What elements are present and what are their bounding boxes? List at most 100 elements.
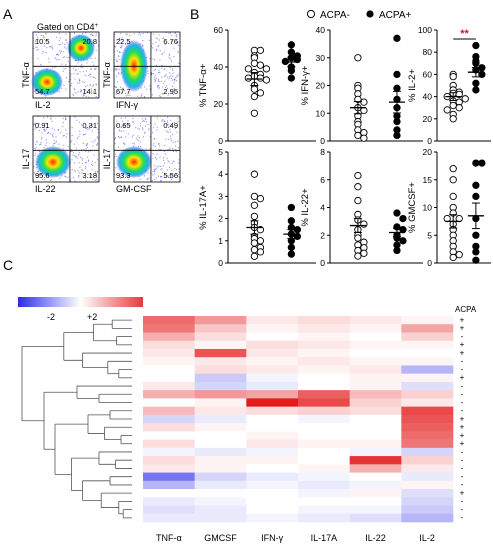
flow-event-dot [86, 91, 88, 93]
heatmap-cell [143, 456, 195, 465]
point-acpa-neg [256, 89, 265, 97]
flow-event-dot [65, 47, 67, 49]
point-acpa-neg [250, 239, 259, 247]
point-acpa-pos [472, 192, 480, 201]
flow-event-dot [161, 65, 163, 67]
heatmap-cell [194, 406, 247, 416]
flow-event-dot [162, 93, 164, 95]
flow-event-dot [169, 66, 171, 69]
flow-event-dot [33, 129, 35, 131]
flow-x-label: IFN-γ [116, 100, 138, 110]
panel-label-b: B [190, 6, 199, 22]
flow-event-dot [97, 137, 99, 139]
flow-event-dot [97, 132, 99, 134]
point-acpa-neg [354, 131, 362, 140]
heatmap-cell [298, 489, 350, 498]
y-axis-label: % TNF-α+ [198, 63, 209, 107]
heatmap-cell [401, 431, 454, 440]
flow-event-dot [60, 44, 62, 46]
heatmap-cell [246, 497, 299, 506]
flow-event-dot [143, 132, 146, 134]
heatmap-cell [246, 472, 299, 482]
y-tick-label: 0 [218, 136, 223, 146]
flow-event-dot [55, 140, 58, 142]
flow-event-dot [45, 122, 47, 124]
flow-event-dot [54, 57, 56, 59]
heatmap-cell [298, 398, 350, 407]
heatmap-column-label: IL-2 [419, 533, 435, 543]
heatmap-cell [401, 464, 454, 473]
flow-event-dot [34, 122, 36, 124]
heatmap-cell [143, 324, 195, 333]
flow-event-dot [141, 93, 143, 95]
flow-event-dot [66, 56, 68, 58]
flow-event-dot [153, 77, 156, 79]
flow-event-dot [179, 33, 181, 36]
flow-event-dot [95, 33, 97, 35]
point-acpa-pos [393, 84, 401, 92]
flow-event-dot [162, 165, 165, 167]
flow-event-dot [48, 61, 50, 63]
heatmap-cell [194, 398, 247, 407]
flow-event-dot [149, 39, 151, 41]
flow-event-dot [119, 46, 122, 49]
flow-event-dot [98, 36, 100, 38]
point-acpa-neg [244, 74, 253, 82]
quadrant-value-top-right: 20.8 [82, 37, 97, 46]
flow-event-dot [71, 115, 73, 117]
flow-event-dot [74, 116, 76, 118]
flow-event-dot [114, 68, 116, 70]
flow-event-dot [149, 148, 151, 150]
point-acpa-neg [250, 192, 259, 201]
heatmap-cell [143, 316, 195, 325]
flow-event-dot [172, 72, 174, 74]
y-tick-label: 20 [214, 99, 224, 109]
flow-event-dot [61, 87, 63, 89]
flow-event-dot [177, 41, 179, 43]
flow-event-dot [77, 157, 79, 159]
flow-event-dot [152, 157, 154, 159]
heatmap-cell [246, 456, 299, 465]
flow-event-dot [178, 74, 180, 76]
heatmap-column-label: GMCSF [204, 533, 237, 543]
flow-event-dot [52, 144, 54, 146]
heatmap-cell [143, 513, 195, 523]
acpa-status: + [460, 315, 465, 324]
flow-event-dot [164, 153, 166, 155]
heatmap-cell [246, 447, 299, 457]
heatmap-cell [349, 480, 402, 490]
acpa-status: + [460, 340, 465, 349]
flow-event-dot [151, 73, 153, 75]
flow-event-dot [55, 142, 57, 144]
point-acpa-pos [472, 86, 480, 94]
point-acpa-neg [449, 101, 457, 110]
heatmap-column-label: IL-17A [311, 533, 338, 543]
flow-event-dot [169, 128, 171, 130]
heatmap-cell [143, 423, 195, 432]
flow-event-dot [171, 173, 173, 175]
flow-event-dot [47, 116, 49, 118]
flow-event-dot [58, 54, 60, 56]
flow-event-dot [51, 45, 53, 47]
flow-event-dot [62, 51, 64, 53]
flow-event-dot [56, 36, 58, 38]
quadrant-value-top-left: 0.91 [35, 121, 50, 130]
acpa-status: - [461, 390, 464, 399]
flow-event-dot [114, 137, 116, 139]
flow-event-dot [88, 96, 90, 98]
y-tick-label: 10 [316, 108, 326, 118]
flow-event-dot [156, 129, 158, 131]
flow-event-dot [143, 96, 145, 98]
flow-event-dot [144, 31, 146, 33]
flow-event-dot [92, 76, 94, 78]
heatmap-cell [194, 423, 247, 432]
flow-event-dot [169, 125, 171, 127]
flow-event-dot [115, 69, 117, 71]
flow-event-dot [113, 79, 115, 81]
heatmap-cell [349, 414, 402, 424]
flow-event-dot [164, 68, 166, 70]
heatmap-cell [298, 414, 350, 424]
flow-event-dot [79, 71, 81, 73]
